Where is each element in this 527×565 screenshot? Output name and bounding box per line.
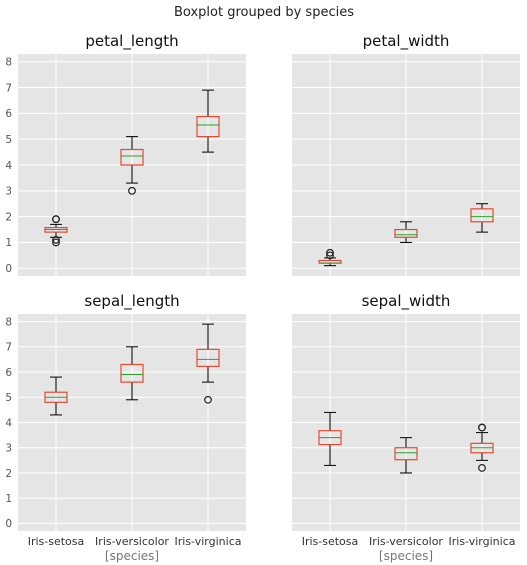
x-axis-label: [species] [105, 549, 159, 563]
y-tick-label: 7 [5, 82, 12, 94]
box-Iris-setosa [318, 411, 342, 466]
y-tick-label: 1 [5, 237, 12, 249]
x-tick-label: Iris-versicolor [95, 535, 169, 548]
y-tick-label: 6 [5, 108, 12, 120]
iqr-box [394, 447, 418, 461]
outlier-point [128, 186, 136, 195]
y-tick-label: 3 [5, 443, 12, 455]
box-Iris-versicolor [394, 437, 418, 474]
panel-title: petal_width [363, 32, 450, 51]
iqr-box [196, 115, 220, 138]
iqr-box [120, 363, 144, 383]
panel-petal_length: 0 1 2 3 4 5 6 7 8 petal_length [5, 32, 246, 276]
outlier-point [52, 238, 60, 247]
y-tick-label: 4 [5, 417, 12, 429]
box-Iris-virginica [196, 323, 220, 404]
x-tick-label: Iris-versicolor [369, 535, 443, 548]
x-tick-label: Iris-virginica [449, 535, 516, 548]
outlier-point [326, 248, 334, 257]
panels: 0 1 2 3 4 5 6 7 8 petal_length petal_width 0 1 2 3 4 5 6 7… [5, 32, 520, 563]
x-axis-label: [species] [379, 549, 433, 563]
outlier-point [478, 423, 486, 432]
outlier-point [52, 235, 60, 244]
y-tick-label: 1 [5, 493, 12, 505]
box-Iris-setosa [44, 215, 68, 247]
box-Iris-virginica [470, 203, 494, 233]
y-tick-label: 7 [5, 342, 12, 354]
iqr-box [470, 208, 494, 223]
y-tick-label: 2 [5, 211, 12, 223]
figure-title: Boxplot grouped by species [174, 5, 354, 20]
y-tick-label: 4 [5, 160, 12, 172]
box-Iris-setosa [44, 376, 68, 416]
y-tick-label: 3 [5, 186, 12, 198]
box-Iris-versicolor [120, 136, 144, 195]
panel-title: sepal_length [84, 292, 179, 311]
y-tick-label: 0 [5, 518, 12, 530]
box-Iris-virginica [470, 423, 494, 472]
panel-title: petal_length [85, 32, 178, 51]
iqr-box [120, 148, 144, 166]
panel-sepal_width: sepal_width Iris-setosa Iris-versicolor Iri… [292, 292, 520, 563]
panel-petal_width: petal_width [292, 32, 520, 276]
box-Iris-setosa [318, 248, 342, 267]
y-tick-label: 5 [5, 392, 12, 404]
y-tick-label: 2 [5, 468, 12, 480]
y-tick-label: 8 [5, 57, 12, 69]
panel-title: sepal_width [362, 292, 451, 311]
x-tick-label: Iris-setosa [302, 535, 359, 548]
box-Iris-virginica [196, 89, 220, 153]
outlier-point [204, 395, 212, 404]
x-tick-label: Iris-setosa [28, 535, 85, 548]
x-tick-label: Iris-virginica [175, 535, 242, 548]
box-Iris-versicolor [394, 221, 418, 243]
y-tick-label: 6 [5, 367, 12, 379]
y-tick-label: 8 [5, 316, 12, 328]
panel-sepal_length: 0 1 2 3 4 5 6 7 8 sepal_length Iris-setosa Iris-ver… [5, 292, 246, 563]
y-tick-label: 0 [5, 263, 12, 275]
outlier-point [52, 215, 60, 224]
y-tick-label: 5 [5, 134, 12, 146]
box-Iris-versicolor [120, 346, 144, 401]
iqr-box [196, 348, 220, 367]
outlier-point [326, 251, 334, 260]
iqr-box [394, 228, 418, 238]
outlier-point [478, 464, 486, 472]
